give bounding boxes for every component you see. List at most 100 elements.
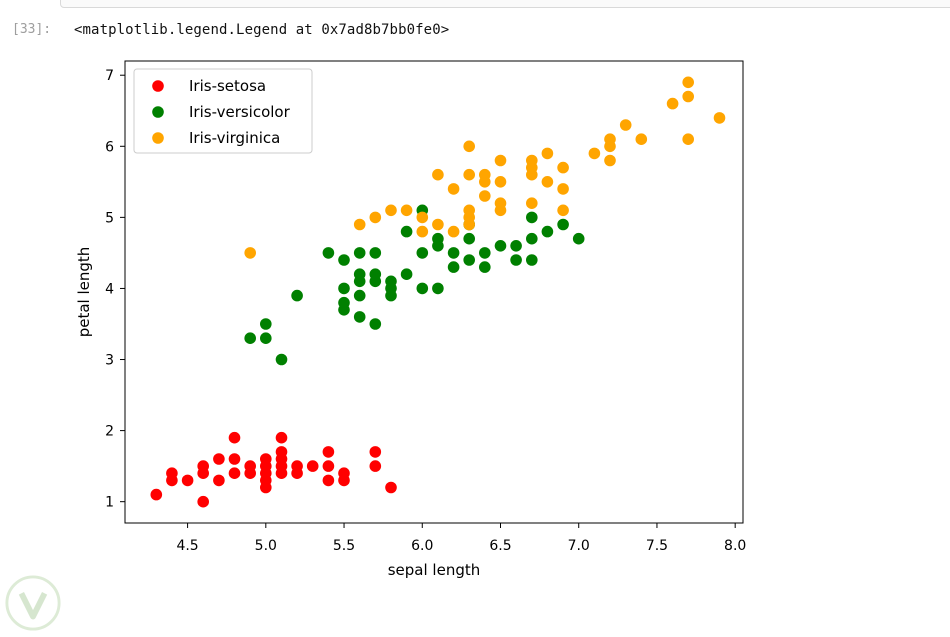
data-point-iris-setosa	[228, 453, 241, 465]
data-point-iris-setosa	[260, 453, 272, 465]
data-point-iris-versicolor	[447, 261, 460, 273]
data-point-iris-versicolor	[275, 353, 288, 366]
data-point-iris-versicolor	[463, 254, 476, 266]
legend-marker	[152, 106, 164, 118]
data-point-iris-virginica	[479, 190, 491, 202]
data-point-iris-virginica	[463, 140, 476, 153]
data-point-iris-virginica	[369, 211, 382, 224]
data-point-iris-versicolor	[338, 254, 350, 266]
data-point-iris-setosa	[369, 460, 382, 472]
data-point-iris-virginica	[479, 168, 491, 181]
data-point-iris-versicolor	[432, 232, 444, 245]
data-point-iris-virginica	[604, 133, 616, 145]
data-point-iris-setosa	[197, 460, 209, 472]
data-point-iris-versicolor	[353, 268, 366, 281]
y-tick-label: 5	[105, 210, 114, 226]
data-point-iris-setosa	[322, 474, 335, 487]
plot-frame	[124, 60, 744, 524]
data-point-iris-virginica	[494, 176, 507, 188]
data-point-iris-versicolor	[338, 296, 350, 309]
data-point-iris-versicolor	[291, 289, 303, 302]
data-point-iris-versicolor	[338, 282, 350, 295]
data-point-iris-virginica	[416, 225, 429, 238]
data-point-iris-virginica	[682, 90, 694, 103]
y-tick-label: 7	[105, 68, 114, 84]
data-point-iris-virginica	[713, 112, 726, 124]
x-tick-label: 6.0	[411, 538, 433, 554]
data-point-iris-setosa	[275, 446, 288, 458]
legend-label: Iris-versicolor	[189, 103, 291, 121]
data-point-iris-setosa	[213, 453, 225, 465]
data-point-iris-setosa	[228, 431, 241, 444]
data-point-iris-versicolor	[557, 218, 569, 231]
data-point-iris-virginica	[635, 133, 648, 145]
legend-label: Iris-virginica	[189, 129, 280, 147]
data-point-iris-virginica	[557, 183, 569, 195]
data-point-iris-virginica	[400, 204, 413, 217]
data-point-iris-setosa	[306, 460, 319, 472]
y-tick-label: 3	[105, 353, 114, 369]
x-tick-label: 8.0	[724, 538, 746, 554]
data-point-iris-versicolor	[353, 289, 366, 302]
data-point-iris-virginica	[432, 168, 444, 181]
data-point-iris-virginica	[682, 133, 694, 145]
data-point-iris-versicolor	[244, 332, 256, 345]
data-point-iris-virginica	[541, 176, 554, 188]
data-point-iris-virginica	[666, 97, 679, 110]
data-point-iris-versicolor	[526, 254, 538, 266]
y-tick-label: 2	[105, 424, 114, 440]
y-tick-label: 1	[105, 495, 114, 511]
data-point-iris-virginica	[385, 204, 397, 217]
data-point-iris-virginica	[353, 218, 366, 231]
data-point-iris-setosa	[213, 474, 225, 487]
data-point-iris-versicolor	[369, 318, 382, 330]
data-point-iris-versicolor	[510, 254, 522, 266]
data-point-iris-virginica	[494, 197, 507, 209]
data-point-iris-setosa	[150, 488, 163, 501]
x-tick-label: 5.0	[255, 538, 277, 554]
data-point-iris-versicolor	[385, 275, 397, 288]
legend: Iris-setosa Iris-versicolor Iris-virginica	[133, 68, 313, 154]
data-point-iris-versicolor	[400, 225, 413, 238]
data-point-iris-versicolor	[494, 240, 507, 252]
data-point-iris-versicolor	[463, 232, 476, 245]
data-point-iris-versicolor	[526, 232, 538, 245]
data-point-iris-virginica	[463, 204, 476, 217]
data-point-iris-virginica	[432, 218, 444, 231]
data-point-iris-versicolor	[526, 211, 538, 224]
data-point-iris-versicolor	[353, 247, 366, 259]
x-tick-label: 7.5	[646, 538, 668, 554]
x-tick-label: 5.5	[333, 538, 355, 554]
x-tick-label: 6.5	[489, 538, 511, 554]
data-point-iris-versicolor	[260, 332, 272, 345]
data-point-iris-versicolor	[260, 318, 272, 330]
x-tick-label: 4.5	[176, 538, 198, 554]
x-axis-label: sepal length	[388, 561, 481, 579]
data-point-iris-versicolor	[447, 247, 460, 259]
data-point-iris-setosa	[322, 446, 335, 458]
data-point-iris-setosa	[166, 467, 178, 480]
data-point-iris-virginica	[244, 247, 256, 259]
data-point-iris-virginica	[416, 211, 429, 224]
data-point-iris-versicolor	[322, 247, 335, 259]
legend-marker	[152, 80, 164, 92]
data-point-iris-versicolor	[416, 282, 429, 295]
data-point-iris-setosa	[181, 474, 194, 487]
data-point-iris-setosa	[369, 446, 382, 458]
execution-count: [33]:	[12, 22, 52, 37]
data-point-iris-versicolor	[510, 240, 522, 252]
data-point-iris-virginica	[494, 154, 507, 167]
legend-marker	[152, 132, 164, 144]
data-point-iris-versicolor	[541, 225, 554, 238]
y-tick-label: 4	[105, 281, 114, 297]
data-point-iris-versicolor	[572, 232, 585, 245]
watermark-logo	[5, 575, 61, 631]
y-tick-label: 6	[105, 139, 114, 155]
y-axis-label: petal length	[75, 247, 93, 338]
data-point-iris-virginica	[526, 154, 538, 167]
data-point-iris-setosa	[322, 460, 335, 472]
legend-label: Iris-setosa	[189, 77, 266, 95]
data-point-iris-setosa	[228, 467, 241, 480]
data-point-iris-virginica	[619, 119, 632, 131]
